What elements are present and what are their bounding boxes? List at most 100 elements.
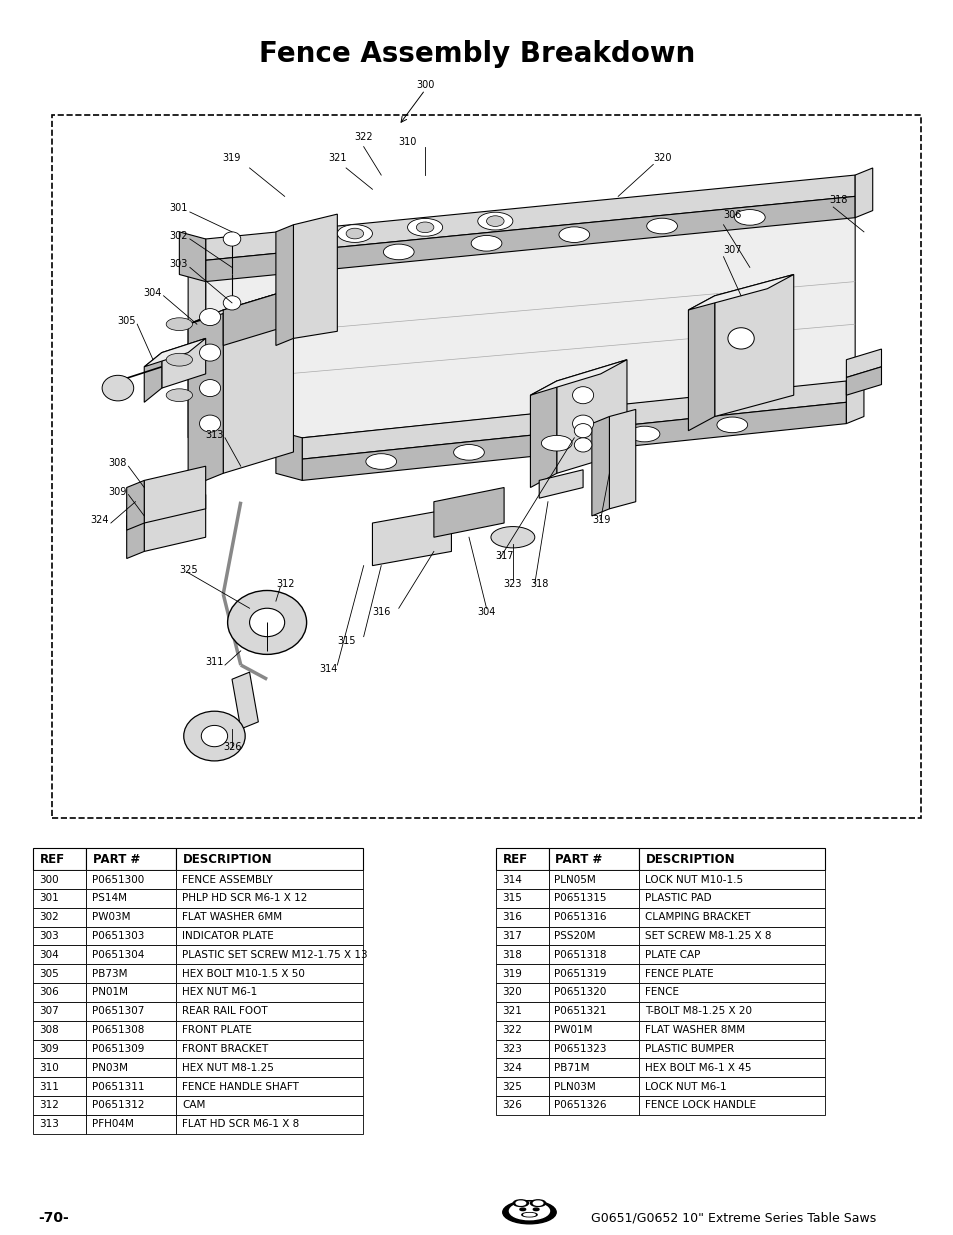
Bar (639, 1077, 824, 1095)
Polygon shape (609, 410, 635, 509)
Bar (176, 1020, 362, 1040)
Bar (176, 1077, 362, 1095)
Ellipse shape (471, 236, 501, 251)
Text: 310: 310 (39, 1063, 59, 1073)
Bar (496, 946, 548, 965)
Text: P0651309: P0651309 (91, 1044, 144, 1053)
Ellipse shape (337, 225, 372, 242)
Polygon shape (302, 380, 845, 459)
Bar (496, 1058, 548, 1077)
Text: -70-: -70- (38, 1212, 69, 1225)
Bar (176, 983, 362, 1002)
Bar (548, 946, 639, 965)
Text: 326: 326 (223, 742, 241, 752)
Bar (496, 1040, 548, 1058)
Text: PLASTIC PAD: PLASTIC PAD (644, 893, 711, 903)
Text: PART #: PART # (555, 852, 602, 866)
Bar (86, 1115, 176, 1134)
Text: 320: 320 (501, 988, 521, 998)
Text: 310: 310 (398, 137, 416, 147)
Ellipse shape (717, 417, 747, 432)
Bar (639, 1002, 824, 1020)
Text: 307: 307 (39, 1007, 59, 1016)
Text: PW01M: PW01M (554, 1025, 592, 1035)
Text: PS14M: PS14M (91, 893, 127, 903)
Text: Fence Assembly Breakdown: Fence Assembly Breakdown (258, 40, 695, 68)
Text: 309: 309 (39, 1044, 59, 1053)
Bar (86, 965, 176, 983)
Bar (33, 871, 86, 889)
Circle shape (516, 1202, 525, 1205)
Text: P0651326: P0651326 (554, 1100, 606, 1110)
Text: 314: 314 (319, 664, 337, 674)
Circle shape (572, 415, 593, 432)
Polygon shape (188, 261, 206, 438)
Text: 311: 311 (39, 1082, 59, 1092)
Polygon shape (714, 274, 793, 416)
Bar (548, 1058, 639, 1077)
Bar (496, 908, 548, 926)
Bar (639, 1095, 824, 1115)
Bar (496, 1077, 548, 1095)
Bar (496, 965, 548, 983)
Text: P0651308: P0651308 (91, 1025, 144, 1035)
Text: PN01M: PN01M (91, 988, 128, 998)
Bar (496, 1020, 548, 1040)
Polygon shape (294, 214, 337, 338)
Polygon shape (275, 225, 294, 346)
Circle shape (530, 1200, 545, 1207)
Text: 324: 324 (91, 515, 109, 525)
Ellipse shape (523, 1214, 535, 1216)
Circle shape (199, 379, 220, 396)
Text: CLAMPING BRACKET: CLAMPING BRACKET (644, 913, 750, 923)
Polygon shape (591, 416, 609, 516)
Bar (176, 1095, 362, 1115)
Bar (33, 983, 86, 1002)
Text: FRONT PLATE: FRONT PLATE (182, 1025, 252, 1035)
Text: HEX NUT M8-1.25: HEX NUT M8-1.25 (182, 1063, 274, 1073)
Bar (176, 926, 362, 946)
Text: 317: 317 (495, 551, 514, 561)
Text: 317: 317 (501, 931, 521, 941)
Text: P0651304: P0651304 (91, 950, 144, 960)
Ellipse shape (558, 227, 589, 242)
Text: 326: 326 (501, 1100, 521, 1110)
Text: 306: 306 (722, 210, 741, 220)
Circle shape (223, 232, 240, 246)
Text: PB71M: PB71M (554, 1063, 589, 1073)
Text: 302: 302 (39, 913, 59, 923)
Bar (176, 946, 362, 965)
Bar (548, 871, 639, 889)
Text: G0651/G0652 10" Extreme Series Table Saws: G0651/G0652 10" Extreme Series Table Saw… (591, 1212, 876, 1225)
Text: 325: 325 (179, 564, 198, 574)
Polygon shape (127, 480, 144, 530)
Polygon shape (144, 338, 206, 367)
Text: FRONT BRACKET: FRONT BRACKET (182, 1044, 268, 1053)
Text: 324: 324 (501, 1063, 521, 1073)
Circle shape (574, 424, 591, 438)
Bar (33, 926, 86, 946)
Bar (33, 1020, 86, 1040)
Text: 316: 316 (501, 913, 521, 923)
Text: PLN03M: PLN03M (554, 1082, 596, 1092)
Bar (639, 926, 824, 946)
Text: PLN05M: PLN05M (554, 874, 596, 884)
Bar (86, 871, 176, 889)
Text: 308: 308 (39, 1025, 59, 1035)
Polygon shape (302, 403, 845, 480)
Circle shape (533, 1208, 538, 1210)
Text: P0651320: P0651320 (554, 988, 606, 998)
Text: 311: 311 (205, 657, 223, 667)
Bar (86, 1058, 176, 1077)
Bar (86, 926, 176, 946)
Text: 309: 309 (109, 487, 127, 496)
Bar (176, 908, 362, 926)
Text: P0651321: P0651321 (554, 1007, 606, 1016)
Text: DESCRIPTION: DESCRIPTION (645, 852, 735, 866)
Polygon shape (434, 488, 503, 537)
Text: P0651311: P0651311 (91, 1082, 144, 1092)
Circle shape (199, 345, 220, 361)
Bar (86, 908, 176, 926)
Text: 319: 319 (222, 153, 240, 163)
Text: INDICATOR PLATE: INDICATOR PLATE (182, 931, 274, 941)
